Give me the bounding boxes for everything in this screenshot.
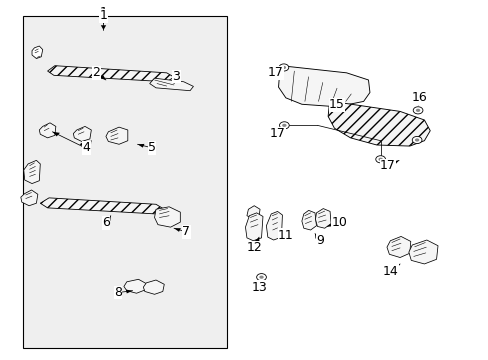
Polygon shape xyxy=(21,190,38,206)
Polygon shape xyxy=(73,126,91,141)
Polygon shape xyxy=(79,141,85,146)
Polygon shape xyxy=(40,198,164,214)
Polygon shape xyxy=(257,280,262,285)
Polygon shape xyxy=(245,213,263,241)
Polygon shape xyxy=(278,230,285,235)
Polygon shape xyxy=(408,240,437,264)
Text: 17: 17 xyxy=(267,66,284,79)
Bar xyxy=(23,16,227,348)
Text: 6: 6 xyxy=(102,216,110,229)
Polygon shape xyxy=(174,228,181,232)
Polygon shape xyxy=(105,216,111,221)
Text: 9: 9 xyxy=(315,234,323,247)
Circle shape xyxy=(415,109,419,112)
Text: 7: 7 xyxy=(182,225,190,238)
Text: 8: 8 xyxy=(114,286,122,299)
Polygon shape xyxy=(266,211,282,240)
Polygon shape xyxy=(149,78,193,91)
Polygon shape xyxy=(254,237,259,242)
Polygon shape xyxy=(137,144,144,148)
Polygon shape xyxy=(125,289,132,293)
Polygon shape xyxy=(101,18,106,23)
Polygon shape xyxy=(123,279,146,293)
Polygon shape xyxy=(173,78,178,84)
Circle shape xyxy=(279,122,288,129)
Polygon shape xyxy=(331,107,337,112)
Polygon shape xyxy=(386,237,410,257)
Polygon shape xyxy=(326,223,333,226)
Text: 12: 12 xyxy=(246,241,262,255)
Polygon shape xyxy=(278,66,369,107)
Text: 1: 1 xyxy=(100,6,107,19)
Polygon shape xyxy=(416,100,421,105)
Text: 11: 11 xyxy=(277,229,293,242)
Text: 16: 16 xyxy=(411,91,427,104)
Text: 4: 4 xyxy=(82,141,90,154)
Text: 14: 14 xyxy=(382,265,397,278)
Polygon shape xyxy=(52,132,60,136)
Polygon shape xyxy=(32,46,42,59)
Text: 17: 17 xyxy=(379,159,395,172)
Text: 15: 15 xyxy=(328,99,344,112)
Text: 5: 5 xyxy=(148,141,156,154)
Text: 4: 4 xyxy=(82,141,90,154)
Text: 13: 13 xyxy=(251,281,266,294)
Polygon shape xyxy=(246,206,260,218)
Text: 10: 10 xyxy=(331,216,346,229)
Circle shape xyxy=(412,107,422,114)
Text: 3: 3 xyxy=(172,70,180,83)
Polygon shape xyxy=(278,127,284,132)
Circle shape xyxy=(281,66,285,69)
Polygon shape xyxy=(86,141,91,146)
Polygon shape xyxy=(393,264,399,269)
Circle shape xyxy=(282,124,286,127)
Polygon shape xyxy=(391,160,398,165)
Text: 2: 2 xyxy=(92,66,100,79)
Polygon shape xyxy=(24,160,40,184)
Polygon shape xyxy=(39,123,56,138)
Polygon shape xyxy=(143,280,164,294)
Circle shape xyxy=(259,275,263,279)
Circle shape xyxy=(279,64,288,71)
Polygon shape xyxy=(301,210,316,230)
Polygon shape xyxy=(47,66,174,82)
Text: 1: 1 xyxy=(100,9,107,22)
Circle shape xyxy=(414,138,418,141)
Polygon shape xyxy=(327,102,429,146)
Polygon shape xyxy=(99,75,106,80)
Polygon shape xyxy=(106,127,127,144)
Circle shape xyxy=(375,156,385,163)
Polygon shape xyxy=(154,207,180,227)
Polygon shape xyxy=(314,234,320,239)
Polygon shape xyxy=(101,25,106,30)
Circle shape xyxy=(378,158,382,161)
Polygon shape xyxy=(315,208,330,228)
Polygon shape xyxy=(275,72,282,76)
Text: 17: 17 xyxy=(269,127,285,140)
Circle shape xyxy=(411,136,421,144)
Circle shape xyxy=(256,274,266,281)
